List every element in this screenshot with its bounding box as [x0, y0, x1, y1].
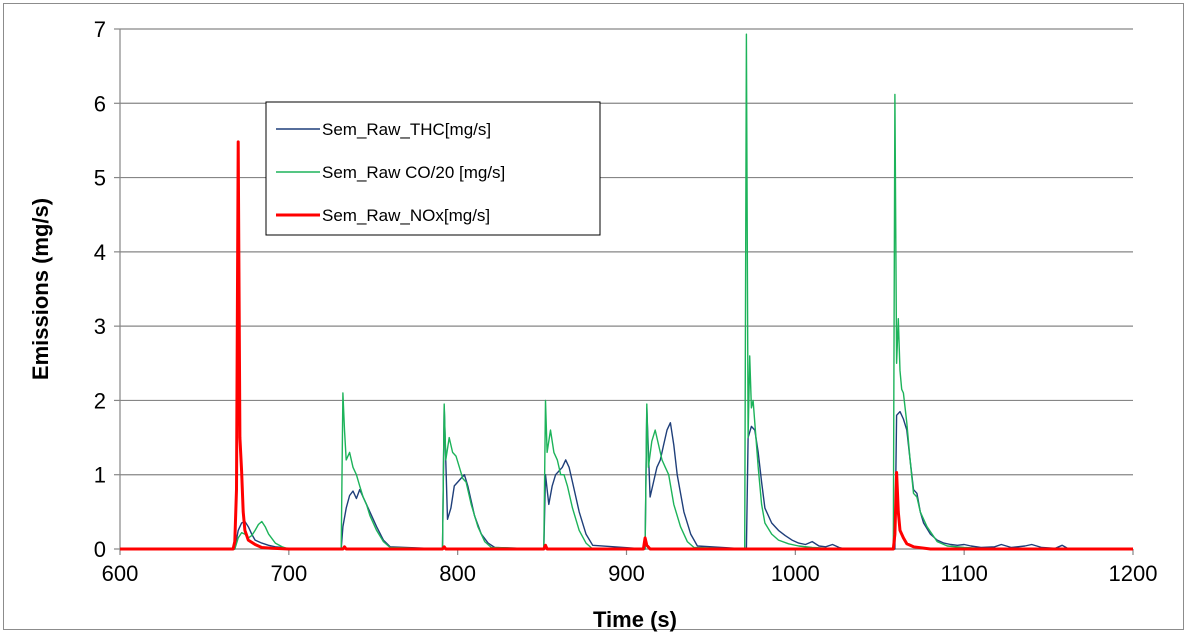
- legend-item-nox: Sem_Raw_NOx[mg/s]: [276, 206, 490, 225]
- x-tick-label: 900: [608, 561, 645, 586]
- series-line-nox: [120, 140, 1133, 551]
- y-tick-label: 0: [94, 537, 106, 562]
- series-line-co: [120, 33, 1133, 550]
- legend: Sem_Raw_THC[mg/s] Sem_Raw CO/20 [mg/s] S…: [265, 101, 601, 236]
- x-axis-title: Time (s): [593, 607, 677, 632]
- y-tick-label: 5: [94, 166, 106, 191]
- legend-box: [265, 101, 601, 236]
- y-tick-label: 6: [94, 91, 106, 116]
- legend-item-co: Sem_Raw CO/20 [mg/s]: [276, 163, 505, 182]
- series-line-thc: [120, 405, 1133, 550]
- gridlines: [120, 28, 1133, 476]
- series-lines: [120, 33, 1133, 551]
- legend-item-thc: Sem_Raw_THC[mg/s]: [276, 120, 491, 139]
- x-tick-label: 600: [102, 561, 139, 586]
- legend-label-nox: Sem_Raw_NOx[mg/s]: [322, 206, 490, 225]
- y-tick-label: 2: [94, 388, 106, 413]
- legend-label-thc: Sem_Raw_THC[mg/s]: [322, 120, 491, 139]
- y-tick-label: 7: [94, 17, 106, 42]
- y-tick-label: 1: [94, 463, 106, 488]
- x-tick-label: 700: [270, 561, 307, 586]
- y-axis-title: Emissions (mg/s): [28, 198, 53, 380]
- x-tick-label: 800: [439, 561, 476, 586]
- legend-label-co: Sem_Raw CO/20 [mg/s]: [322, 163, 505, 182]
- x-tick-label: 1000: [771, 561, 820, 586]
- y-tick-label: 3: [94, 314, 106, 339]
- y-tick-label: 4: [94, 240, 106, 265]
- x-tick-label: 1200: [1109, 561, 1158, 586]
- tick-labels: 0 1 2 3 4 5 6 7 600 700 800 900 1000 1100 1200: [94, 17, 1158, 586]
- x-tick-label: 1100: [941, 561, 988, 586]
